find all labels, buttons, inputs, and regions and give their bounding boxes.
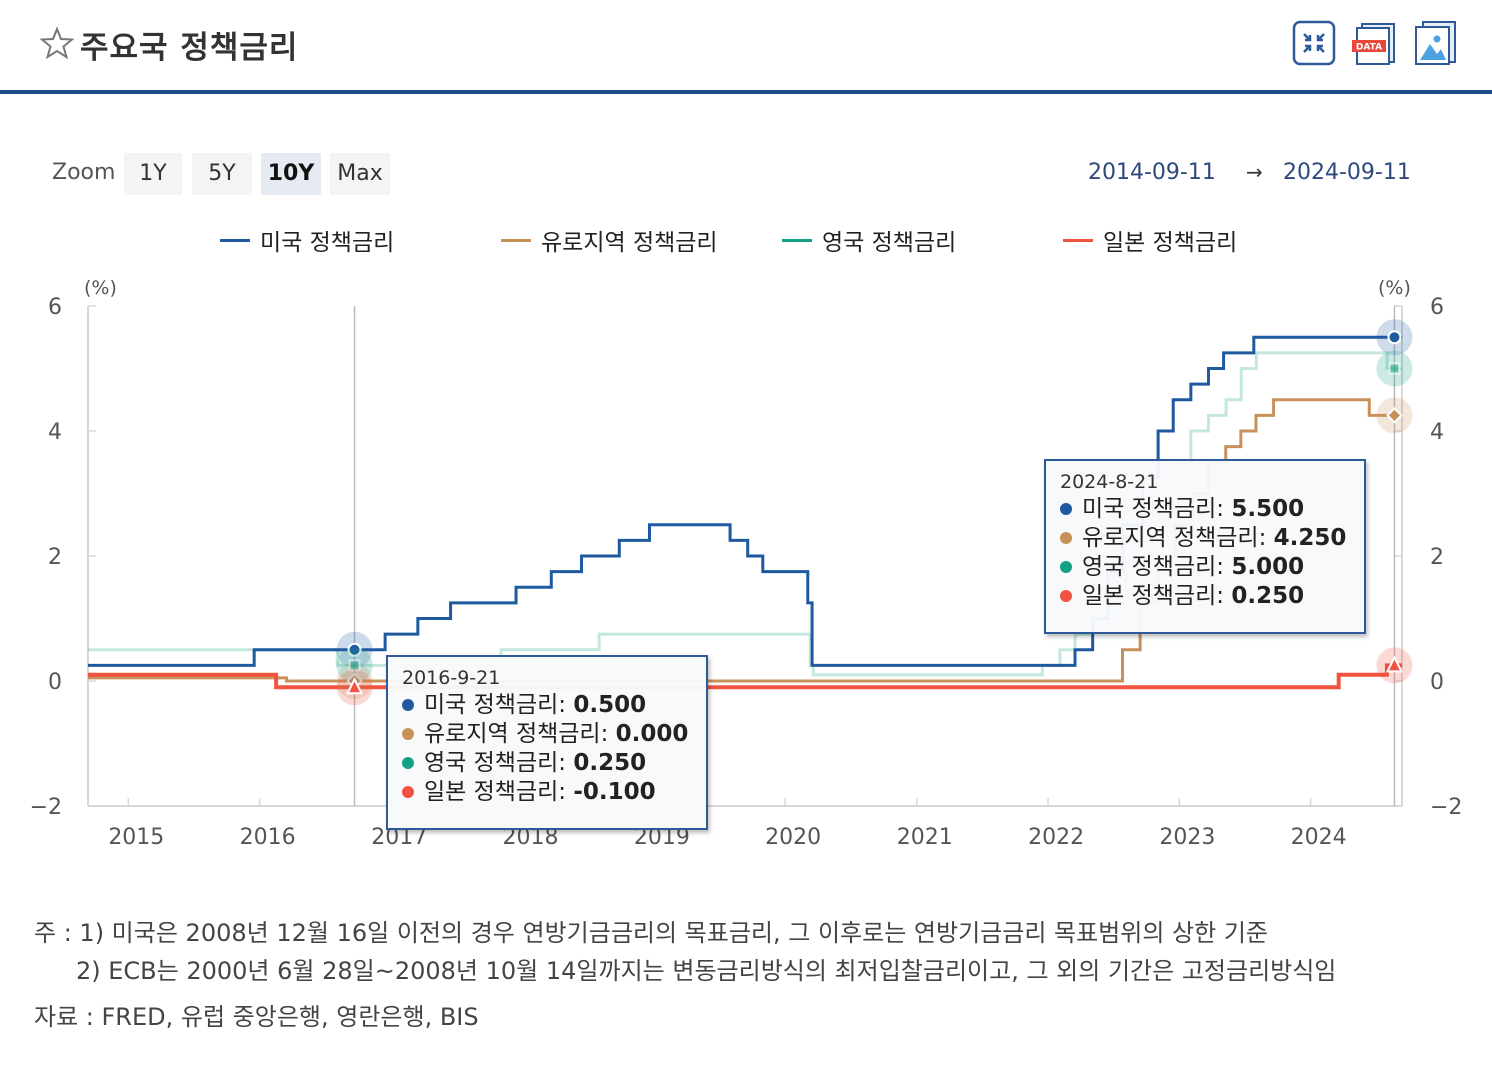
note-line-1: 주 : 1) 미국은 2008년 12월 16일 이전의 경우 연방기금금리의 …	[34, 919, 1269, 947]
tooltip-row-us: 미국 정책금리: 0.500	[402, 691, 692, 720]
collapse-button[interactable]	[1292, 20, 1336, 66]
tooltip-dot	[402, 728, 414, 740]
tooltip-value: 5.500	[1231, 496, 1305, 522]
tooltip-series-name: 일본 정책금리	[1082, 583, 1217, 609]
tooltip-series-name: 미국 정책금리	[1082, 496, 1217, 522]
tooltip-dot	[402, 786, 414, 798]
x-tick-label: 2022	[1028, 825, 1084, 850]
legend-swatch	[501, 239, 531, 242]
zoom-max-button[interactable]: Max	[330, 153, 390, 195]
tooltip-value: 5.000	[1231, 554, 1305, 580]
series-line	[88, 663, 1402, 690]
marker-point	[348, 659, 361, 672]
tooltip-series-name: 영국 정책금리	[1082, 554, 1217, 580]
marker-point	[1385, 655, 1404, 673]
tooltip-value: 0.000	[615, 721, 689, 747]
source-line: 자료 : FRED, 유럽 중앙은행, 영란은행, BIS	[34, 1003, 479, 1031]
tooltip-date: 2016-9-21	[402, 667, 501, 689]
legend-label: 미국 정책금리	[260, 230, 395, 256]
x-tick-label: 2015	[108, 825, 164, 850]
tooltip-date: 2024-8-21	[1060, 471, 1159, 493]
tooltip-value: 0.500	[573, 692, 647, 718]
favorite-star-icon[interactable]	[40, 26, 74, 60]
zoom-5y-button[interactable]: 5Y	[192, 153, 252, 195]
page-title: 주요국 정책금리	[80, 30, 299, 66]
tooltip-series-name: 영국 정책금리	[424, 750, 559, 776]
collapse-arrows-icon	[1303, 33, 1325, 53]
series-line	[88, 335, 1402, 667]
x-tick-label: 2020	[765, 825, 821, 850]
tooltip-2024: 2024-8-21 미국 정책금리: 5.500 유로지역 정책금리: 4.25…	[1044, 459, 1366, 634]
tooltip-dot	[1060, 590, 1072, 602]
chart-header: 주요국 정책금리 DATA	[0, 0, 1492, 94]
tooltip-row-uk: 영국 정책금리: 5.000	[1060, 553, 1350, 582]
tooltip-series-name: 일본 정책금리	[424, 779, 559, 805]
zoom-1y-button[interactable]: 1Y	[124, 153, 182, 195]
tooltip-dot	[1060, 561, 1072, 573]
y-tick-label-left: 2	[48, 545, 62, 570]
y-tick-label-left: 0	[48, 670, 62, 695]
y-tick-label-left: 6	[48, 295, 62, 320]
marker-point	[345, 677, 364, 695]
data-file-icon: DATA	[1352, 23, 1395, 65]
image-file-icon	[1415, 21, 1456, 65]
legend-item-us[interactable]: 미국 정책금리	[220, 228, 394, 258]
tooltip-dot	[1060, 503, 1072, 515]
date-range-from[interactable]: 2014-09-11	[1088, 160, 1216, 185]
y-tick-label-right: 0	[1430, 670, 1444, 695]
y-tick-label-right: 6	[1430, 295, 1444, 320]
legend-label: 영국 정책금리	[822, 230, 957, 256]
legend-swatch	[782, 239, 812, 242]
legend-swatch	[1063, 239, 1093, 242]
tooltip-value: 4.250	[1273, 525, 1347, 551]
legend-item-japan[interactable]: 일본 정책금리	[1063, 228, 1237, 258]
tooltip-dot	[1060, 532, 1072, 544]
y-tick-label-right: −2	[1430, 795, 1462, 820]
date-range-to[interactable]: 2024-09-11	[1283, 160, 1411, 185]
tooltip-dot	[402, 699, 414, 711]
data-button[interactable]: DATA	[1352, 20, 1396, 66]
tooltip-row-japan: 일본 정책금리: -0.100	[402, 778, 692, 807]
policy-rate-chart[interactable]: 6 64 42 20 0−2 −2(%) (%)2015 2016 2017 2018 2019 20…	[0, 270, 1492, 870]
legend-label: 일본 정책금리	[1103, 230, 1238, 256]
note-line-2: 2) ECB는 2000년 6월 28일~2008년 10월 14일까지는 변동…	[76, 957, 1337, 985]
image-button[interactable]	[1413, 20, 1457, 66]
legend-item-euro[interactable]: 유로지역 정책금리	[501, 228, 718, 258]
tooltip-row-euro: 유로지역 정책금리: 4.250	[1060, 524, 1350, 553]
date-range-arrow: →	[1246, 160, 1263, 184]
tooltip-row-japan: 일본 정책금리: 0.250	[1060, 582, 1350, 611]
tooltip-2016: 2016-9-21 미국 정책금리: 0.500 유로지역 정책금리: 0.00…	[386, 655, 708, 830]
legend-item-uk[interactable]: 영국 정책금리	[782, 228, 956, 258]
marker-point	[1387, 330, 1402, 345]
y-unit-left: (%)	[84, 277, 117, 299]
x-tick-label: 2016	[240, 825, 296, 850]
tooltip-value: 0.250	[573, 750, 647, 776]
tooltip-series-name: 유로지역 정책금리	[1082, 525, 1259, 551]
tooltip-row-uk: 영국 정책금리: 0.250	[402, 749, 692, 778]
legend-swatch	[220, 239, 250, 242]
tooltip-series-name: 유로지역 정책금리	[424, 721, 601, 747]
tooltip-dot	[402, 757, 414, 769]
x-tick-label: 2021	[897, 825, 953, 850]
tooltip-series-name: 미국 정책금리	[424, 692, 559, 718]
svg-text:DATA: DATA	[1356, 43, 1382, 53]
y-tick-label-left: 4	[48, 420, 62, 445]
tooltip-value: -0.100	[573, 779, 656, 805]
y-tick-label-right: 4	[1430, 420, 1444, 445]
chart-notes: 주 : 1) 미국은 2008년 12월 16일 이전의 경우 연방기금금리의 …	[34, 914, 1336, 1036]
x-tick-label: 2024	[1291, 825, 1347, 850]
tooltip-row-us: 미국 정책금리: 5.500	[1060, 495, 1350, 524]
marker-point	[347, 642, 362, 657]
y-tick-label-right: 2	[1430, 545, 1444, 570]
x-tick-label: 2023	[1159, 825, 1215, 850]
marker-point	[1386, 406, 1403, 424]
tooltip-value: 0.250	[1231, 583, 1305, 609]
zoom-label: Zoom	[52, 160, 116, 185]
marker-point	[1388, 362, 1401, 375]
legend-label: 유로지역 정책금리	[541, 230, 718, 256]
tooltip-row-euro: 유로지역 정책금리: 0.000	[402, 720, 692, 749]
zoom-10y-button[interactable]: 10Y	[261, 153, 321, 195]
y-tick-label-left: −2	[30, 795, 62, 820]
y-unit-right: (%)	[1378, 277, 1411, 299]
